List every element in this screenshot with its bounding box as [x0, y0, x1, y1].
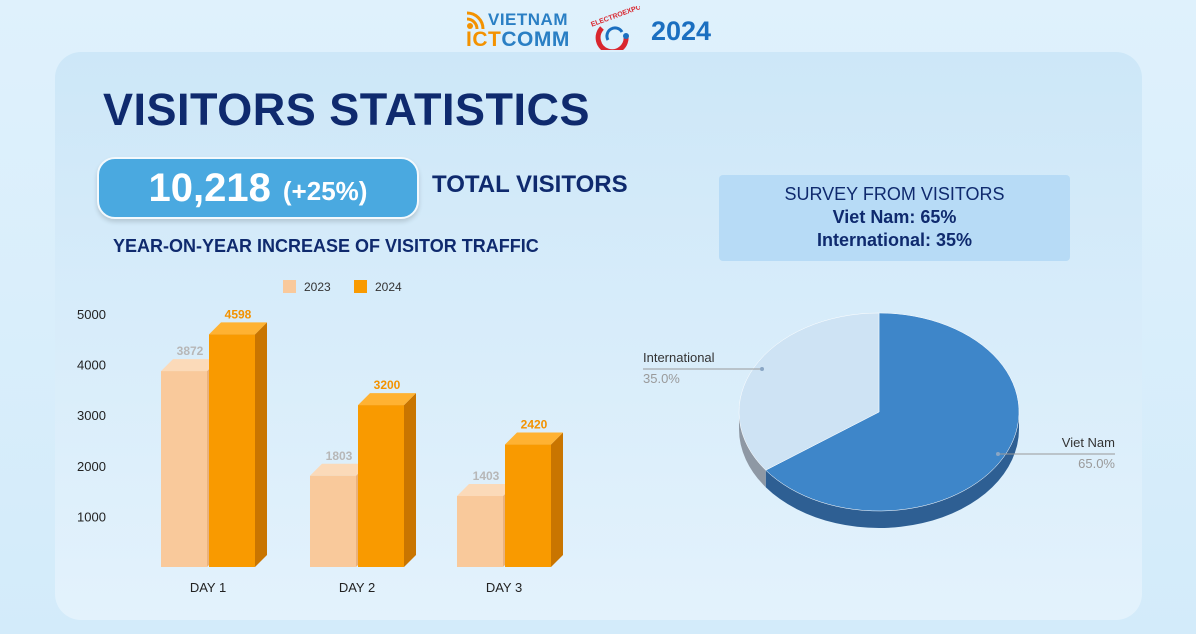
yoy-label: YEAR-ON-YEAR INCREASE OF VISITOR TRAFFIC [113, 236, 539, 256]
data-label-2024-1: 3200 [374, 378, 401, 392]
x-tick-label: DAY 2 [339, 580, 375, 595]
total-visitors-label: TOTAL VISITORS [432, 171, 628, 198]
y-tick-label: 3000 [77, 408, 106, 423]
legend-label-2024: 2024 [375, 280, 402, 294]
legend-label-2023: 2023 [304, 280, 331, 294]
bar-2023-1 [310, 475, 356, 567]
vietnam-ictcomm-logo: VIETNAM ICTCOMM [466, 8, 570, 52]
logo-ictcomm-text: ICTCOMM [466, 28, 570, 52]
total-visitors-change: (+25%) [282, 175, 368, 206]
electroexpo-emblem-icon: ELECTROEXPO [590, 6, 640, 50]
bar-top-2023-1 [310, 463, 368, 476]
logo-ict-text: ICT [466, 28, 502, 51]
bar-chart: 1000 2000 3000 4000 5000 2023 2024 3872 4598 DAY … [77, 280, 563, 595]
header-year: 2024 [651, 16, 712, 46]
bar-side-2024-2 [551, 432, 563, 567]
data-label-2024-2: 2420 [521, 418, 548, 432]
data-label-2024-0: 4598 [225, 307, 252, 321]
data-label-2023-0: 3872 [177, 344, 204, 358]
survey-international: International: 35% [816, 230, 973, 250]
x-tick-label: DAY 3 [486, 580, 522, 595]
x-tick-label: DAY 1 [190, 580, 226, 595]
wifi-icon [466, 11, 485, 30]
bar-top-2024-2 [505, 432, 563, 445]
data-label-2023-1: 1803 [326, 449, 353, 463]
bar-side-2024-1 [404, 393, 416, 567]
bar-top-2023-0 [161, 359, 219, 372]
bar-2023-0 [161, 371, 207, 567]
electroexpo-logo: ELECTROEXPO [582, 6, 640, 50]
total-visitors-value: 10,218 [148, 165, 271, 210]
survey-vietnam: Viet Nam: 65% [832, 207, 957, 227]
bar-2024-0 [209, 334, 255, 567]
y-tick-label: 2000 [77, 459, 106, 474]
y-tick-label: 5000 [77, 307, 106, 322]
bar-top-2024-0 [209, 322, 267, 335]
legend-swatch-2024 [354, 280, 367, 293]
logo-comm-text: COMM [501, 28, 570, 51]
header: VIETNAM ICTCOMM ELECTROEXPO 2024 [0, 4, 1196, 52]
legend-swatch-2023 [283, 280, 296, 293]
bar-2023-2 [457, 496, 503, 567]
logo-vietnam-text: VIETNAM [488, 10, 568, 29]
bar-top-2024-1 [358, 393, 416, 406]
survey-title: SURVEY FROM VISITORS [784, 184, 1005, 204]
y-tick-label: 1000 [77, 509, 106, 524]
y-tick-label: 4000 [77, 358, 106, 373]
bar-2024-2 [505, 444, 551, 567]
page-title: VISITORS STATISTICS [103, 84, 591, 135]
bar-top-2023-2 [457, 484, 515, 497]
bar-2024-1 [358, 405, 404, 567]
total-visitors-pill: 10,218 (+25%) [97, 157, 419, 219]
data-label-2023-2: 1403 [473, 469, 500, 483]
bar-side-2024-0 [255, 322, 267, 567]
survey-box: SURVEY FROM VISITORS Viet Nam: 65% Inter… [719, 175, 1070, 261]
